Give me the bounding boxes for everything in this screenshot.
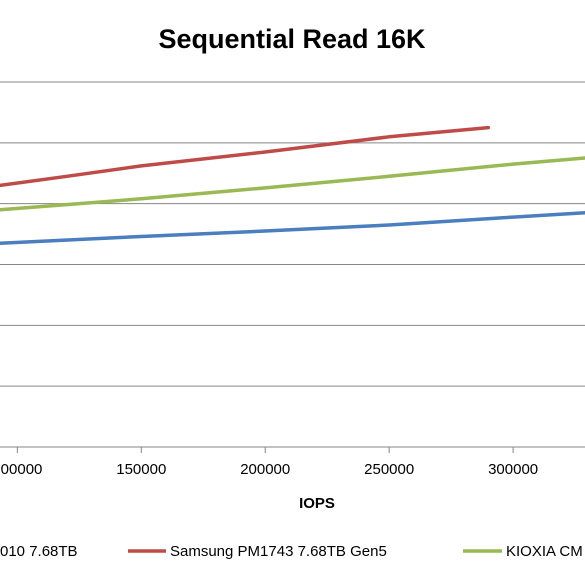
series-line-3: [0, 156, 585, 212]
series-line-2: [0, 125, 491, 188]
x-tick-label: 200000: [240, 461, 290, 478]
legend-label-1: 010 7.68TB: [0, 543, 78, 560]
x-tick-label: 100000: [0, 461, 42, 478]
legend-label-2: Samsung PM1743 7.68TB Gen5: [170, 543, 387, 560]
series-line-1: [0, 211, 585, 245]
legend-label-3: KIOXIA CM: [506, 543, 583, 560]
legend: 010 7.68TB Samsung PM1743 7.68TB Gen5 KIOX…: [0, 543, 583, 560]
chart-title: Sequential Read 16K: [158, 24, 426, 54]
x-tick-label: 250000: [364, 461, 414, 478]
series-lines: [0, 125, 585, 245]
x-axis-ticks: 100000 150000 200000 250000 300000: [0, 447, 538, 478]
x-tick-label: 150000: [116, 461, 166, 478]
x-axis-title: IOPS: [299, 495, 335, 512]
x-tick-label: 300000: [488, 461, 538, 478]
gridlines: [0, 81, 585, 448]
